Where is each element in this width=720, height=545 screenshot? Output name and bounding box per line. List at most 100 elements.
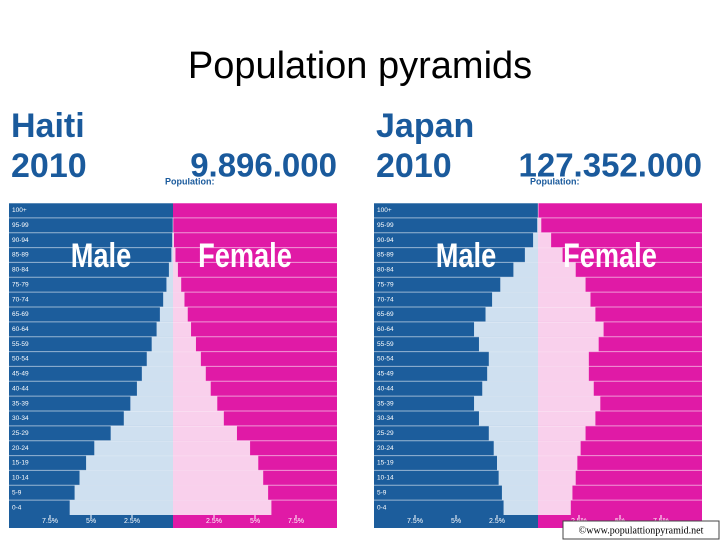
age-label: 40-44 (377, 385, 394, 392)
female-bar (538, 352, 589, 367)
age-label: 40-44 (12, 385, 29, 392)
male-bar (537, 218, 538, 233)
age-label: 25-29 (377, 430, 394, 437)
female-bar (538, 292, 590, 307)
female-bar (173, 456, 258, 471)
male-bar (504, 500, 538, 515)
female-bar (538, 411, 595, 426)
age-label: 15-19 (377, 460, 394, 467)
male-bar (513, 262, 538, 277)
female-bar (538, 441, 581, 456)
male-bar (479, 337, 538, 352)
female-bar (173, 411, 224, 426)
female-bar (173, 366, 206, 381)
age-label: 80-84 (377, 267, 394, 274)
age-label: 60-64 (377, 326, 394, 333)
female-bar (173, 381, 211, 396)
male-bar (502, 485, 538, 500)
age-label: 25-29 (12, 430, 29, 437)
female-bar (538, 233, 551, 248)
x-tick-label: 5% (451, 518, 461, 525)
female-bar (173, 233, 174, 248)
male-bar (169, 262, 173, 277)
male-bar (479, 411, 538, 426)
male-bar (492, 292, 538, 307)
male-bar (171, 248, 173, 263)
age-label: 35-39 (377, 400, 394, 407)
female-bar (538, 500, 571, 515)
female-bar (173, 396, 217, 411)
female-bar (173, 485, 268, 500)
age-label: 45-49 (377, 371, 394, 378)
male-bar (487, 366, 538, 381)
female-bar (538, 337, 599, 352)
female-bar (173, 292, 184, 307)
age-label: 90-94 (377, 237, 394, 244)
age-label: 80-84 (12, 267, 29, 274)
male-bar (489, 426, 538, 441)
age-label: 5-9 (12, 489, 22, 496)
age-label: 45-49 (12, 371, 29, 378)
female-bar (538, 456, 577, 471)
female-bar (173, 262, 178, 277)
country: Haiti (11, 107, 85, 145)
age-label: 30-34 (12, 415, 29, 422)
male-bar (147, 352, 173, 367)
age-label: 50-54 (377, 356, 394, 363)
age-label: 95-99 (12, 222, 29, 229)
x-tick-label: 7.5% (42, 518, 58, 525)
male-bar (124, 411, 173, 426)
x-tick-label: 2.5% (206, 518, 222, 525)
female-bar (173, 500, 271, 515)
female-bar (173, 426, 237, 441)
age-label: 30-34 (377, 415, 394, 422)
age-label: 95-99 (377, 222, 394, 229)
legend-female: Female (563, 236, 657, 275)
male-bar (172, 233, 173, 248)
age-label: 55-59 (377, 341, 394, 348)
legend-male: Male (436, 236, 496, 275)
male-bar (70, 500, 173, 515)
legend-female: Female (198, 236, 292, 275)
age-label: 0-4 (377, 504, 387, 511)
male-bar (500, 277, 538, 292)
x-tick-label: 7.5% (288, 518, 304, 525)
age-label: 65-69 (12, 311, 29, 318)
male-bar (499, 470, 538, 485)
male-bar (486, 307, 538, 322)
female-bar (538, 470, 576, 485)
age-label: 50-54 (12, 356, 29, 363)
male-bar (94, 441, 173, 456)
age-label: 85-89 (12, 252, 29, 259)
male-bar (86, 456, 173, 471)
age-label: 15-19 (12, 460, 29, 467)
male-bar (160, 307, 173, 322)
male-bar (482, 381, 538, 396)
age-label: 75-79 (12, 281, 29, 288)
male-bar (142, 366, 173, 381)
male-bar (166, 277, 173, 292)
female-bar (538, 485, 572, 500)
age-label: 5-9 (377, 489, 387, 496)
male-bar (163, 292, 173, 307)
male-bar (157, 322, 173, 337)
female-bar (538, 426, 586, 441)
legend-male: Male (71, 236, 131, 275)
male-bar (474, 322, 538, 337)
age-label: 75-79 (377, 281, 394, 288)
population: 127.352.000 (518, 147, 702, 184)
male-bar (80, 470, 173, 485)
female-bar (173, 307, 188, 322)
age-label: 20-24 (377, 445, 394, 452)
male-bar (489, 352, 538, 367)
male-bar (525, 248, 538, 263)
male-bar (497, 456, 538, 471)
female-bar (173, 322, 191, 337)
year: 2010 (11, 147, 87, 185)
female-bar (538, 218, 541, 233)
year: 2010 (376, 147, 452, 185)
female-bar (173, 248, 175, 263)
female-bar (173, 352, 201, 367)
population: 9.896.000 (190, 147, 337, 184)
